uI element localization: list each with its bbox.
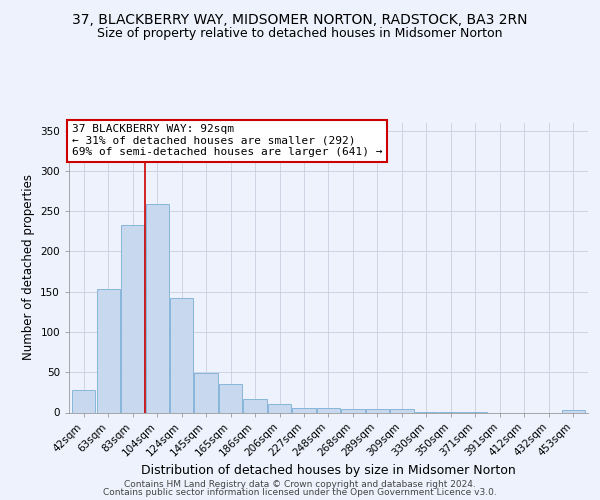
- Text: 37, BLACKBERRY WAY, MIDSOMER NORTON, RADSTOCK, BA3 2RN: 37, BLACKBERRY WAY, MIDSOMER NORTON, RAD…: [72, 12, 528, 26]
- Bar: [391, 410, 413, 412]
- Y-axis label: Number of detached properties: Number of detached properties: [22, 174, 35, 360]
- Bar: [244, 399, 266, 412]
- Text: Size of property relative to detached houses in Midsomer Norton: Size of property relative to detached ho…: [97, 28, 503, 40]
- Bar: [341, 410, 365, 412]
- Bar: [146, 204, 169, 412]
- Bar: [292, 408, 316, 412]
- Bar: [170, 298, 193, 412]
- Bar: [194, 373, 218, 412]
- Bar: [268, 404, 291, 412]
- Bar: [562, 410, 585, 412]
- Text: 37 BLACKBERRY WAY: 92sqm
← 31% of detached houses are smaller (292)
69% of semi-: 37 BLACKBERRY WAY: 92sqm ← 31% of detach…: [71, 124, 382, 157]
- X-axis label: Distribution of detached houses by size in Midsomer Norton: Distribution of detached houses by size …: [141, 464, 516, 477]
- Bar: [317, 408, 340, 412]
- Bar: [72, 390, 95, 412]
- Text: Contains HM Land Registry data © Crown copyright and database right 2024.: Contains HM Land Registry data © Crown c…: [124, 480, 476, 489]
- Bar: [219, 384, 242, 412]
- Bar: [97, 289, 120, 412]
- Bar: [121, 225, 144, 412]
- Text: Contains public sector information licensed under the Open Government Licence v3: Contains public sector information licen…: [103, 488, 497, 497]
- Bar: [366, 410, 389, 412]
